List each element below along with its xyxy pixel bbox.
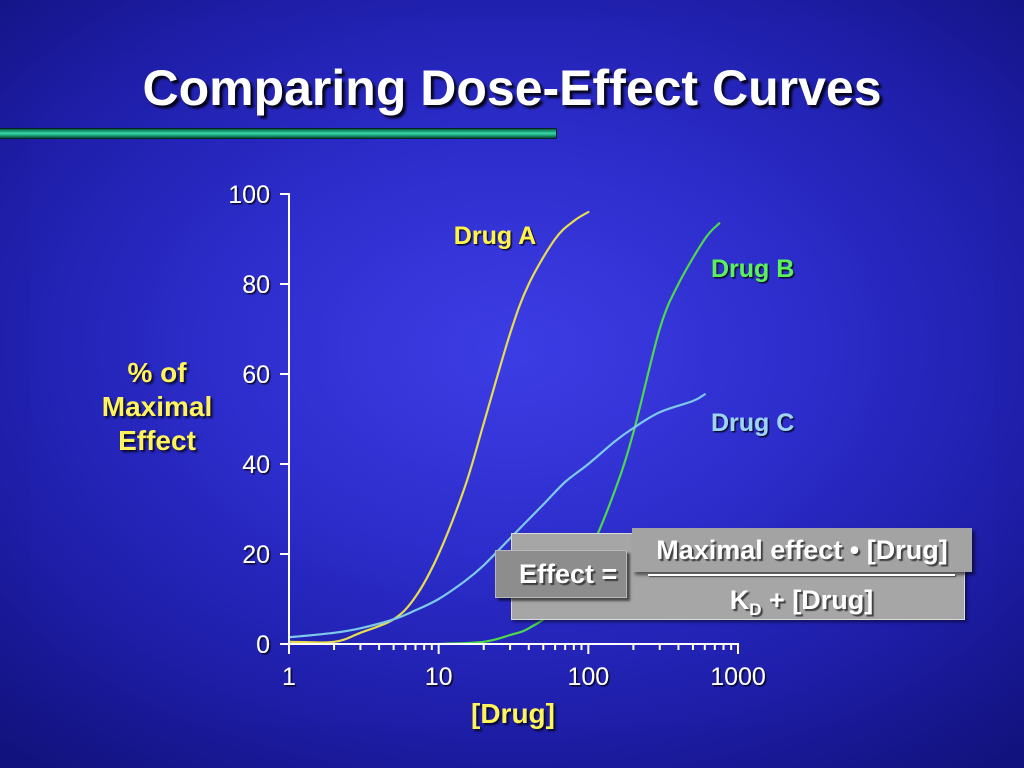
y-axis-label-line: Maximal [101,391,213,422]
y-tick-label: 100 [228,181,270,209]
formula-denominator-subscript: D [749,600,762,619]
x-tick-label: 10 [425,663,453,691]
formula-denominator: KD + [Drug] [648,583,955,619]
series-line-drug-c [287,393,706,639]
axis-tick-labels: 0 20 40 60 80 100 1 10 100 1000 [228,181,766,691]
series-labels: Drug A Drug B Drug C [454,222,795,437]
formula-denominator-k: K [729,585,750,615]
y-tick-label: 60 [242,361,270,389]
x-tick-label: 100 [567,663,609,691]
y-axis-label: % of Maximal Effect [80,356,234,458]
series-line-drug-b [437,222,721,646]
slide-title: Comparing Dose-Effect Curves [142,60,882,116]
y-tick-label: 80 [242,271,270,299]
formula-numerator: Maximal effect • [Drug] [632,528,972,572]
accent-bar [0,128,557,139]
series-label-drug-c: Drug C [711,409,794,437]
series-line-drug-a [287,210,590,644]
y-tick-label: 0 [256,631,270,659]
axes [280,193,739,654]
y-axis-label-line: Effect [118,425,196,456]
y-tick-label: 20 [242,541,270,569]
y-axis-label-line: % of [127,357,187,388]
x-tick-label: 1 [282,663,296,691]
series-label-drug-b: Drug B [711,255,794,283]
formula-denominator-rest: + [Drug] [769,585,874,615]
formula-fraction-bar [648,574,955,576]
series-label-drug-a: Drug A [454,222,536,250]
x-tick-label: 1000 [710,663,766,691]
series-lines [287,210,721,646]
y-tick-label: 40 [242,451,270,479]
x-axis-label: [Drug] [471,698,555,729]
formula-lhs: Effect = [495,550,627,598]
